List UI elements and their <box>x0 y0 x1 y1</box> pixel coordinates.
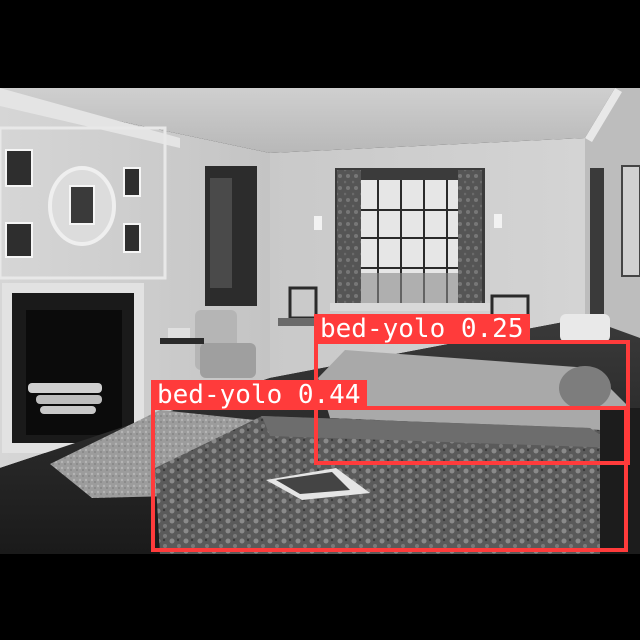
detection-label-bed-2: bed-yolo 0.44 <box>151 380 367 410</box>
detection-box-bed-2 <box>151 406 628 552</box>
detection-label-bed-1: bed-yolo 0.25 <box>314 314 530 344</box>
